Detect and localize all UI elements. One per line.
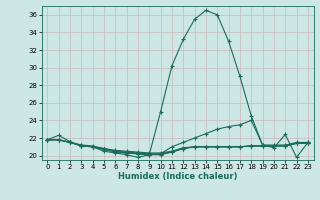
X-axis label: Humidex (Indice chaleur): Humidex (Indice chaleur): [118, 172, 237, 181]
